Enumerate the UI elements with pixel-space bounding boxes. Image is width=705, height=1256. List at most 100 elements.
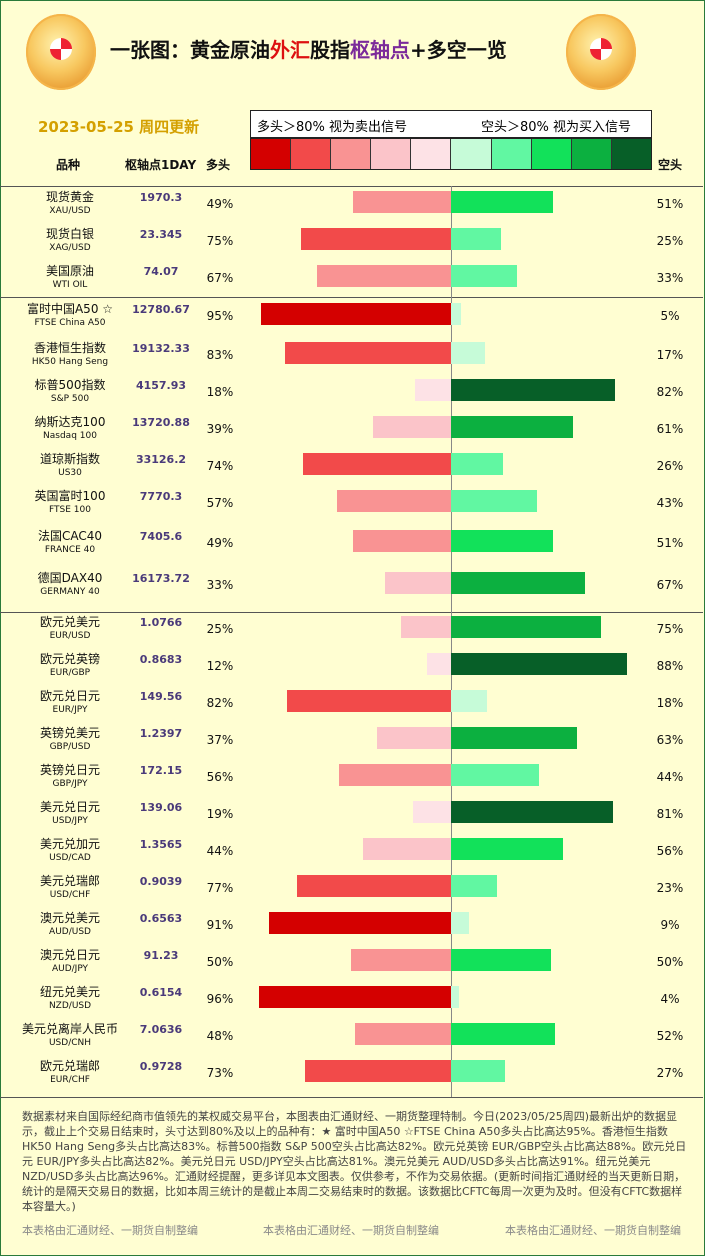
col-pivot-header: 枢轴点1DAY [125, 158, 197, 172]
short-pct: 51% [656, 536, 684, 550]
instrument-name: 德国DAX40 GERMANY 40 [0, 571, 140, 599]
instrument-row: 英镑兑日元 GBP/JPY 172.15 56% 44% [0, 760, 703, 797]
instrument-name: 英国富时100 FTSE 100 [0, 489, 140, 517]
short-bar [451, 801, 613, 823]
short-bar [451, 303, 461, 325]
short-bar [451, 1023, 555, 1045]
pivot-value: 0.8683 [139, 653, 183, 666]
instrument-cn-name: 英镑兑日元 [39, 763, 100, 777]
instrument-row: 纽元兑美元 NZD/USD 0.6154 96% 4% [0, 982, 703, 1019]
instrument-row: 现货白银 XAG/USD 23.345 75% 25% [0, 224, 703, 261]
long-bar [427, 653, 451, 675]
divider-top [0, 186, 703, 187]
instrument-code: EUR/JPY [52, 705, 88, 715]
instrument-cn-name: 法国CAC40 [37, 529, 103, 543]
long-pct: 95% [206, 309, 234, 323]
short-bar [451, 838, 563, 860]
short-bar [451, 875, 497, 897]
pivot-value: 7.0636 [139, 1023, 183, 1036]
short-pct: 4% [660, 992, 680, 1006]
instrument-row: 富时中国A50 ☆ FTSE China A50 12780.67 95% 5% [0, 299, 703, 336]
short-bar [451, 1060, 505, 1082]
short-bar [451, 416, 573, 438]
credit-left: 本表格由汇通财经、一期货自制整编 [22, 1224, 198, 1237]
page-title: 一张图：黄金原油外汇股指枢轴点+多空一览 [110, 38, 507, 62]
instrument-cn-name: 道琼斯指数 [39, 452, 100, 466]
short-pct: 56% [656, 844, 684, 858]
pivot-value: 1.0766 [139, 616, 183, 629]
scale-swatch [291, 139, 332, 169]
long-bar [351, 949, 451, 971]
instrument-row: 美元兑瑞郎 USD/CHF 0.9039 77% 23% [0, 871, 703, 908]
pivot-value: 23.345 [139, 228, 183, 241]
long-pct: 44% [206, 844, 234, 858]
scale-swatch [571, 139, 612, 169]
instrument-row: 澳元兑美元 AUD/USD 0.6563 91% 9% [0, 908, 703, 945]
scale-swatch [451, 139, 492, 169]
instrument-name: 澳元兑日元 AUD/JPY [0, 948, 140, 976]
instrument-row: 美元兑加元 USD/CAD 1.3565 44% 56% [0, 834, 703, 871]
short-signal-note: 空头＞80% 视为买入信号 [481, 120, 632, 135]
instrument-cn-name: 英镑兑美元 [39, 726, 100, 740]
pivot-value: 172.15 [139, 764, 183, 777]
col-name-header: 品种 [56, 158, 81, 172]
pivot-value: 0.9728 [139, 1060, 183, 1073]
instrument-name: 纳斯达克100 Nasdaq 100 [0, 415, 140, 443]
instrument-code: USD/CNH [48, 1038, 92, 1048]
long-pct: 48% [206, 1029, 234, 1043]
long-bar [415, 379, 451, 401]
instrument-code: NZD/USD [48, 1001, 92, 1011]
credit-right: 本表格由汇通财经、一期货自制整编 [505, 1224, 681, 1237]
signal-legend: 多头＞80% 视为卖出信号 空头＞80% 视为买入信号 [250, 110, 652, 138]
pivot-value: 12780.67 [132, 303, 190, 316]
long-pct: 50% [206, 955, 234, 969]
instrument-name: 法国CAC40 FRANCE 40 [0, 529, 140, 557]
instrument-row: 英镑兑美元 GBP/USD 1.2397 37% 63% [0, 723, 703, 760]
credit-center: 本表格由汇通财经、一期货自制整编 [263, 1224, 439, 1237]
long-pct: 49% [206, 536, 234, 550]
instrument-cn-name: 美国原油 [45, 264, 94, 278]
divider-bottom [0, 1097, 703, 1098]
instrument-code: USD/CAD [49, 853, 91, 863]
logo-left [26, 14, 96, 90]
instrument-cn-name: 美元兑日元 [39, 800, 100, 814]
long-bar [353, 191, 451, 213]
instrument-name: 澳元兑美元 AUD/USD [0, 911, 140, 939]
long-pct: 74% [206, 459, 234, 473]
long-pct: 33% [206, 578, 234, 592]
update-date: 2023-05-25 周四更新 [38, 118, 200, 136]
pivot-value: 139.06 [139, 801, 183, 814]
pivot-value: 0.9039 [139, 875, 183, 888]
instrument-row: 标普500指数 S&P 500 4157.93 18% 82% [0, 375, 703, 412]
instrument-code: USD/CHF [49, 890, 91, 900]
pivot-value: 4157.93 [135, 379, 187, 392]
instrument-cn-name: 标普500指数 [34, 378, 106, 392]
long-bar [285, 342, 451, 364]
long-bar [287, 690, 451, 712]
long-pct: 91% [206, 918, 234, 932]
instrument-name: 美元兑加元 USD/CAD [0, 837, 140, 865]
long-pct: 73% [206, 1066, 234, 1080]
long-bar [337, 490, 451, 512]
pivot-value: 149.56 [139, 690, 183, 703]
instrument-cn-name: 纳斯达克100 [34, 415, 106, 429]
short-pct: 9% [660, 918, 680, 932]
pivot-value: 91.23 [143, 949, 179, 962]
instrument-cn-name: 欧元兑英镑 [39, 652, 100, 666]
long-pct: 49% [206, 197, 234, 211]
short-bar [451, 490, 537, 512]
instrument-cn-name: 德国DAX40 [37, 571, 103, 585]
scale-swatch [531, 139, 572, 169]
short-bar [451, 228, 501, 250]
pivot-value: 19132.33 [132, 342, 190, 355]
instrument-name: 富时中国A50 ☆ FTSE China A50 [0, 302, 140, 330]
instrument-cn-name: 富时中国A50 ☆ [26, 302, 114, 316]
instrument-code: HK50 Hang Seng [31, 357, 109, 367]
pivot-value: 33126.2 [135, 453, 187, 466]
long-pct: 96% [206, 992, 234, 1006]
instrument-cn-name: 欧元兑美元 [39, 615, 100, 629]
long-bar [385, 572, 451, 594]
long-pct: 83% [206, 348, 234, 362]
long-bar [301, 228, 451, 250]
instrument-name: 欧元兑美元 EUR/USD [0, 615, 140, 643]
